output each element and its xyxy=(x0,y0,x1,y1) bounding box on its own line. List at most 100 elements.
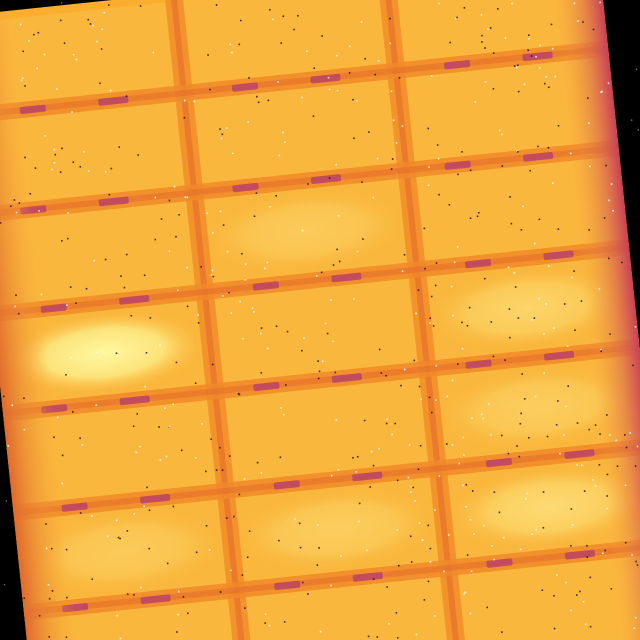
noise-speck xyxy=(524,497,527,500)
noise-speck xyxy=(513,65,516,67)
noise-speck xyxy=(594,484,597,487)
noise-speck xyxy=(118,146,121,148)
noise-speck xyxy=(330,474,333,477)
noise-speck xyxy=(518,455,521,458)
noise-speck xyxy=(19,23,22,26)
noise-speck xyxy=(582,21,584,23)
noise-speck xyxy=(264,613,267,615)
noise-speck xyxy=(500,434,503,437)
noise-speck xyxy=(173,185,176,188)
noise-speck xyxy=(579,590,581,593)
noise-speck xyxy=(361,181,363,183)
noise-speck xyxy=(368,131,370,133)
noise-speck xyxy=(280,406,283,409)
noise-speck xyxy=(624,541,627,544)
noise-speck xyxy=(226,250,229,253)
noise-speck xyxy=(358,520,361,523)
noise-speck xyxy=(54,153,57,156)
noise-speck xyxy=(321,360,324,363)
noise-speck xyxy=(316,564,319,567)
noise-speck xyxy=(463,592,466,595)
noise-speck xyxy=(605,414,608,416)
noise-speck xyxy=(208,548,211,551)
noise-speck xyxy=(606,507,609,510)
noise-speck xyxy=(501,165,504,168)
noise-speck xyxy=(130,314,133,317)
noise-speck xyxy=(17,312,20,315)
noise-speck xyxy=(612,209,614,212)
noise-speck xyxy=(429,317,432,320)
noise-speck xyxy=(450,285,453,288)
noise-speck xyxy=(528,37,530,40)
noise-speck xyxy=(159,459,162,461)
noise-speck xyxy=(205,524,208,527)
noise-speck xyxy=(420,398,423,401)
noise-speck xyxy=(390,168,393,170)
noise-speck xyxy=(318,370,321,373)
noise-speck xyxy=(211,231,214,234)
noise-speck xyxy=(594,424,597,426)
noise-speck xyxy=(207,54,209,56)
noise-speck xyxy=(302,337,305,339)
noise-speck xyxy=(415,312,418,315)
noise-speck xyxy=(201,423,203,425)
noise-speck xyxy=(96,351,99,354)
noise-speck xyxy=(486,606,489,609)
noise-speck xyxy=(527,34,530,37)
noise-speck xyxy=(606,473,609,476)
noise-speck xyxy=(410,485,413,488)
noise-speck xyxy=(448,203,451,206)
noise-speck xyxy=(356,455,359,458)
noise-speck xyxy=(571,276,573,279)
noise-speck xyxy=(337,214,340,217)
noise-speck xyxy=(280,42,283,45)
noise-speck xyxy=(429,547,432,550)
noise-speck xyxy=(500,631,503,634)
noise-speck xyxy=(480,413,483,416)
background-speck xyxy=(630,119,633,121)
noise-speck xyxy=(372,196,375,199)
noise-speck xyxy=(66,304,68,307)
noise-speck xyxy=(534,395,537,398)
noise-speck xyxy=(253,215,256,218)
noise-speck xyxy=(133,512,136,515)
noise-speck xyxy=(360,21,363,23)
noise-speck xyxy=(476,215,479,218)
noise-speck xyxy=(228,291,230,294)
noise-speck xyxy=(453,261,456,264)
noise-speck xyxy=(75,58,78,61)
noise-speck xyxy=(296,14,299,17)
noise-speck xyxy=(508,308,511,311)
noise-speck xyxy=(396,636,399,639)
noise-speck xyxy=(519,548,522,551)
noise-speck xyxy=(230,569,232,572)
noise-speck xyxy=(427,184,430,187)
noise-speck xyxy=(132,425,135,428)
noise-speck xyxy=(283,620,286,623)
noise-speck xyxy=(543,372,546,374)
noise-speck xyxy=(238,393,241,396)
noise-speck xyxy=(504,37,507,39)
noise-speck xyxy=(445,443,448,445)
noise-speck xyxy=(492,52,495,54)
noise-speck xyxy=(218,446,221,449)
background-speck xyxy=(635,68,638,71)
noise-speck xyxy=(565,405,567,408)
noise-speck xyxy=(573,2,576,5)
noise-speck xyxy=(66,596,68,599)
noise-speck xyxy=(436,144,439,146)
noise-speck xyxy=(468,306,471,309)
noise-speck xyxy=(194,382,197,385)
noise-speck xyxy=(186,266,188,269)
noise-speck xyxy=(125,253,128,256)
noise-speck xyxy=(43,53,46,56)
noise-speck xyxy=(376,157,379,160)
noise-speck xyxy=(571,524,574,526)
noise-speck xyxy=(573,270,575,272)
noise-speck xyxy=(225,127,228,130)
noise-speck xyxy=(465,483,468,486)
noise-speck xyxy=(281,131,284,134)
noise-speck xyxy=(401,125,404,128)
noise-speck xyxy=(407,476,410,479)
noise-speck xyxy=(557,228,560,230)
